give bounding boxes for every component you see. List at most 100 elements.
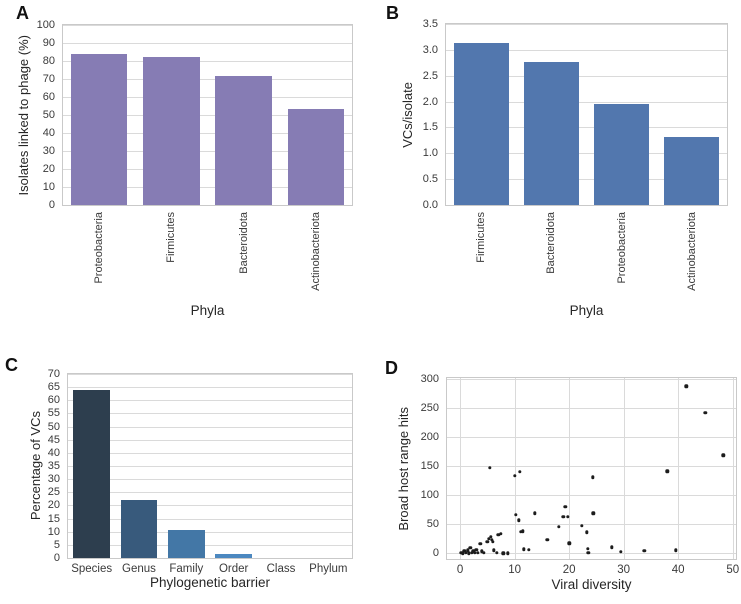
bar-actinobacteriota [287,108,345,205]
y-tick-label: 100 [420,489,439,502]
scatter-point [527,548,531,552]
gridline [68,544,352,546]
gridline [447,408,736,410]
scatter-point [579,524,584,528]
scatter-point [488,535,493,539]
y-tick-label: 15 [47,512,60,525]
panel-d-letter: D [385,358,399,378]
y-tick-label: 0 [432,547,439,560]
scatter-point [565,514,570,519]
gridline [447,495,736,497]
x-tick-label-class: Class [266,563,296,575]
gridline [63,79,352,80]
gridline [446,101,727,103]
gridline [68,387,352,389]
x-tick-label-proteobacteria: Proteobacteria [93,212,105,289]
plot-area-c [67,373,353,559]
scatter-point [514,513,518,517]
scatter-point [561,514,565,519]
x-tick-text: Actinobacteriota [309,212,322,291]
scatter-point [501,551,505,555]
y-axis-label-box: Percentage of VCs [28,373,43,559]
scatter-point [506,551,510,555]
y-tick-label: 60 [42,91,55,103]
y-tick-label: 5 [53,538,60,551]
gridline [63,169,352,170]
x-tick-text: Firmicutes [165,212,178,263]
scatter-point [474,548,479,552]
y-tick-label: 0 [48,199,55,211]
scatter-point [609,545,614,550]
gridline [68,466,352,467]
scatter-point [518,530,523,534]
gridline [63,115,352,116]
x-tick-label-phylum: Phylum [309,563,348,575]
gridline [68,518,352,520]
scatter-point [584,530,589,535]
y-tick-label: 40 [42,127,55,139]
x-tick-label-actinobacteriota: Actinobacteriota [310,212,322,296]
scatter-point [521,529,525,533]
gridline [460,378,462,559]
gridline [68,492,352,494]
gridline [63,25,352,26]
scatter-point [485,539,490,544]
y-tick-label: 45 [47,433,60,446]
x-tick-label-firmicutes: Firmicutes [475,212,487,268]
y-tick-label: 30 [42,145,55,157]
x-tick-label-species: Species [71,563,113,575]
y-tick-label: 2.5 [422,69,438,82]
scatter-point [496,532,500,537]
gridline [447,379,736,381]
gridline [447,466,736,468]
scatter-point [557,525,561,529]
bar-firmicutes [453,43,509,205]
y-tick-label: 90 [42,37,55,49]
gridline [63,151,352,152]
x-tick-text: Firmicutes [475,212,488,263]
y-tick-label: 1.5 [422,121,438,134]
y-tick-label: 35 [47,460,60,472]
y-tick-label: 80 [42,55,55,67]
y-tick-label: 30 [47,473,60,486]
scatter-point [591,511,595,515]
bar-bacteroidota [523,62,579,205]
scatter-point [464,550,468,555]
panel-c-letter: C [5,355,19,375]
scatter-point [467,551,471,555]
x-axis-label: Phylogenetic barrier [149,575,271,590]
x-tick-text: Proteobacteria [615,212,628,284]
x-axis-label: Phyla [569,303,604,318]
panel-a-letter: A [16,3,30,23]
gridline [446,75,727,77]
y-tick-label: 20 [42,163,55,175]
gridline [446,24,727,25]
y-axis-label: Isolates linked to phage (%) [16,34,31,196]
gridline [447,553,736,555]
x-tick-label-bacteroidota: Bacteroidota [545,212,557,279]
gridline [447,437,736,439]
scatter-point [480,549,484,554]
panel-a: A 0 10 20 30 40 50 60 70 80 90 100 Isolates linked … [0,0,370,330]
y-tick-label: 0.5 [422,173,438,186]
y-tick-label: 200 [420,431,439,444]
y-tick-label: 100 [36,19,55,31]
gridline [68,400,352,402]
gridline [63,61,352,62]
x-tick-label-firmicutes: Firmicutes [165,212,177,268]
y-axis-label: Broad host range hits [396,406,411,531]
gridline [63,43,352,44]
gridline [68,452,352,454]
gridline [68,374,352,375]
gridline [732,378,734,559]
scatter-point [684,384,689,388]
y-tick-label: 50 [42,109,55,121]
scatter-point [478,542,482,546]
panel-b: B 0.0 0.5 1.0 1.5 2.0 2.5 3.0 3.5 VCs/isolate Phy… [370,0,741,330]
scatter-point [703,411,708,415]
scatter-point [490,538,494,542]
scatter-point [674,548,678,552]
x-tick-text: Bacteroidota [237,212,250,274]
gridline [447,524,736,526]
